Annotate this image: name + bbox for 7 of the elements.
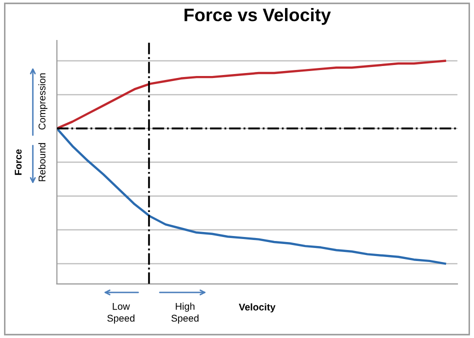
text: Rebound <box>38 143 46 182</box>
chart-title: Force vs Velocity <box>184 8 331 25</box>
text: Compression <box>38 73 48 130</box>
text: High Speed <box>171 302 198 324</box>
y-axis-title: Force <box>14 149 22 175</box>
text: Low Speed <box>107 303 134 324</box>
x-axis-title: Velocity <box>238 303 276 312</box>
